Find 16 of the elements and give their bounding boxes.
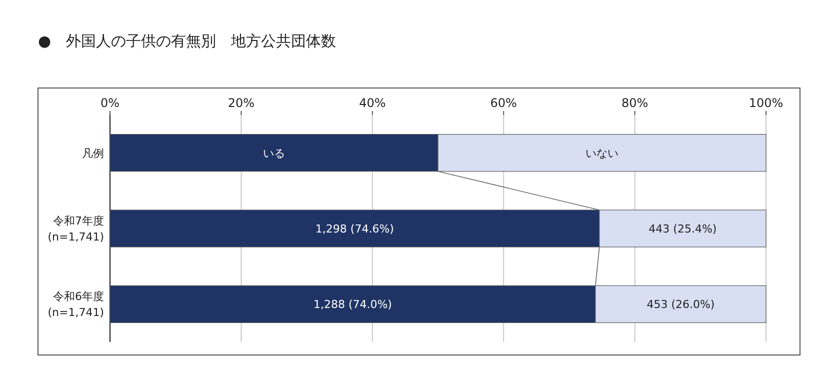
series-label: いる [263, 146, 285, 160]
y-tick-label: 令和7年度 (n=1,741) [48, 214, 104, 244]
x-tick-label: 20% [228, 96, 255, 110]
y-tick-label: 凡例 [82, 146, 104, 160]
series-label: いない [586, 146, 618, 160]
data-label: 1,288 (74.0%) [313, 298, 392, 312]
data-label: 443 (25.4%) [648, 222, 717, 236]
x-tick-label: 100% [748, 96, 784, 110]
x-tick-label: 40% [359, 96, 386, 110]
x-tick-label: 80% [621, 96, 648, 110]
x-tick-label: 60% [490, 96, 517, 110]
chart-title: ● 外国人の子供の有無別 地方公共団体数 [38, 32, 336, 50]
y-tick-label: 令和6年度 (n=1,741) [48, 290, 104, 320]
data-label: 453 (26.0%) [646, 298, 715, 312]
data-label: 1,298 (74.6%) [315, 222, 394, 236]
x-tick-label: 0% [100, 96, 120, 110]
